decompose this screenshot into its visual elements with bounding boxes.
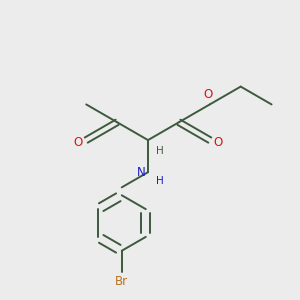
Text: H: H bbox=[156, 146, 164, 156]
Text: O: O bbox=[73, 136, 82, 148]
Text: N: N bbox=[137, 166, 146, 179]
Text: O: O bbox=[214, 136, 223, 148]
Text: H: H bbox=[156, 176, 164, 186]
Text: Br: Br bbox=[115, 275, 128, 288]
Text: O: O bbox=[203, 88, 212, 101]
